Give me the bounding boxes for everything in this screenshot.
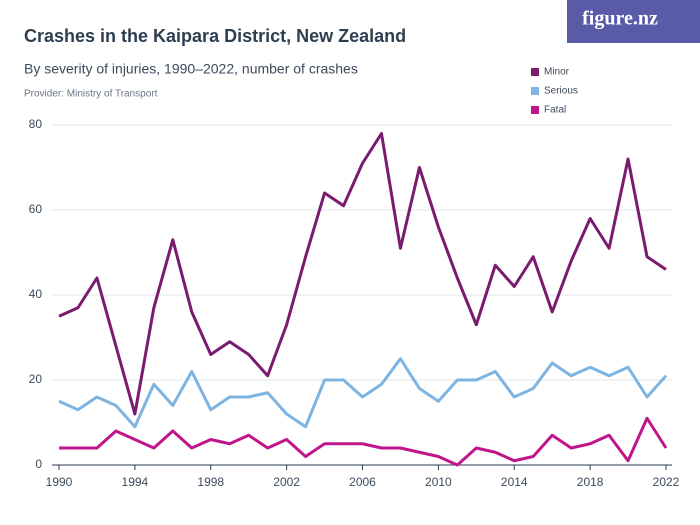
subtitle: By severity of injuries, 1990–2022, numb… bbox=[24, 61, 358, 77]
series-line bbox=[58, 132, 667, 416]
x-tick-label: 1998 bbox=[197, 475, 224, 489]
logo: figure.nz bbox=[582, 8, 658, 30]
x-tick-label: 2002 bbox=[273, 475, 300, 489]
x-tick-label: 2014 bbox=[501, 475, 528, 489]
x-tick-label: 2006 bbox=[349, 475, 376, 489]
legend-swatch bbox=[531, 106, 539, 114]
y-tick-label: 60 bbox=[29, 202, 43, 216]
legend-label: Minor bbox=[544, 67, 570, 78]
x-tick-label: 2018 bbox=[577, 475, 604, 489]
x-tick-label: 2022 bbox=[653, 475, 680, 489]
source: Provider: Ministry of Transport bbox=[24, 89, 158, 100]
chart-title: Crashes in the Kaipara District, New Zea… bbox=[24, 26, 406, 46]
y-tick-label: 0 bbox=[35, 457, 42, 471]
series-line bbox=[59, 416, 668, 467]
y-tick-label: 80 bbox=[29, 117, 43, 131]
y-tick-label: 40 bbox=[29, 287, 43, 301]
x-tick-label: 2010 bbox=[425, 475, 452, 489]
legend-swatch bbox=[531, 87, 539, 95]
x-tick-label: 1990 bbox=[46, 475, 73, 489]
legend-label: Serious bbox=[544, 86, 578, 97]
series-line bbox=[58, 357, 668, 429]
x-tick-label: 1994 bbox=[122, 475, 149, 489]
y-tick-label: 20 bbox=[29, 372, 43, 386]
logo-box bbox=[567, 0, 700, 43]
legend-swatch bbox=[531, 68, 539, 76]
legend-label: Fatal bbox=[544, 105, 566, 116]
